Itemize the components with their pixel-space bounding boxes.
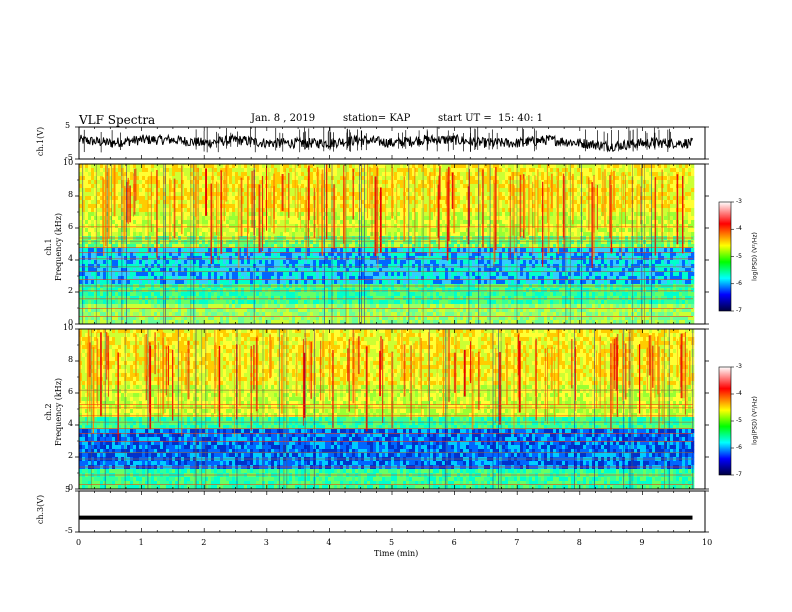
ch2-colorbar-tick-label: -5 [736,417,742,424]
x-tick-label: 0 [76,538,81,547]
ch3-voltage-ylabel: ch.3(V) [36,495,45,524]
x-tick-label: 4 [326,538,331,547]
x-tick-label: 2 [201,538,206,547]
x-tick-label: 5 [389,538,394,547]
x-tick-label: 6 [452,538,457,547]
ch1-ytick-label: 6 [68,222,73,231]
ch1-voltage-ytick-label: 5 [65,121,70,130]
ch1-voltage-ylabel: ch.1(V) [36,127,45,156]
ch1-ytick-label: 10 [63,158,73,167]
ch2-ytick-label: 2 [68,451,73,460]
ch2-ytick-label: 6 [68,387,73,396]
ch2-ytick-label: 10 [63,323,73,332]
ch2-colorbar-tick-label: -7 [736,471,742,478]
ch1-colorbar-tick-label: -4 [736,225,742,232]
ch2-ytick-label: 8 [68,355,73,364]
ch2-spectrogram-ylabel: ch.2 Frequency (kHz) [44,352,64,472]
ch1-frequency-label: Frequency (kHz) [54,187,64,307]
ch1-colorbar-label: log(PSD) (V²/Hz) [752,216,759,296]
ch3-voltage-ytick-label: -5 [65,526,73,535]
ch1-ytick-label: 4 [68,254,73,263]
ch3-voltage-ytick-label: 5 [65,485,70,494]
x-axis-label: Time (min) [374,549,418,558]
ch1-colorbar-tick-label: -6 [736,280,742,287]
ch1-ytick-label: 8 [68,190,73,199]
x-tick-label: 10 [702,538,712,547]
ch2-label: ch.2 [44,352,54,472]
ch2-colorbar-tick-label: -4 [736,390,742,397]
ch1-colorbar-tick-label: -5 [736,253,742,260]
x-tick-label: 1 [139,538,144,547]
ch2-colorbar-tick-label: -3 [736,363,742,370]
ch1-label: ch.1 [44,187,54,307]
ch1-voltage-trace [79,135,693,151]
ch1-colorbar [719,202,731,311]
x-tick-label: 7 [514,538,519,547]
ch1-colorbar-tick-label: -3 [736,198,742,205]
ch1-ytick-label: 2 [68,286,73,295]
ch2-colorbar-tick-label: -6 [736,444,742,451]
x-tick-label: 9 [639,538,644,547]
panel-frame-4 [79,491,705,532]
ch1-spectrogram [79,164,694,324]
ch2-spectrogram [79,329,694,489]
ch2-ytick-label: 4 [68,419,73,428]
ch2-colorbar [719,367,731,475]
x-tick-label: 3 [264,538,269,547]
ch1-spectrogram-ylabel: ch.1 Frequency (kHz) [44,187,64,307]
ch1-colorbar-tick-label: -7 [736,307,742,314]
ch2-colorbar-label: log(PSD) (V²/Hz) [752,381,759,461]
x-tick-label: 8 [577,538,582,547]
ch2-frequency-label: Frequency (kHz) [54,352,64,472]
